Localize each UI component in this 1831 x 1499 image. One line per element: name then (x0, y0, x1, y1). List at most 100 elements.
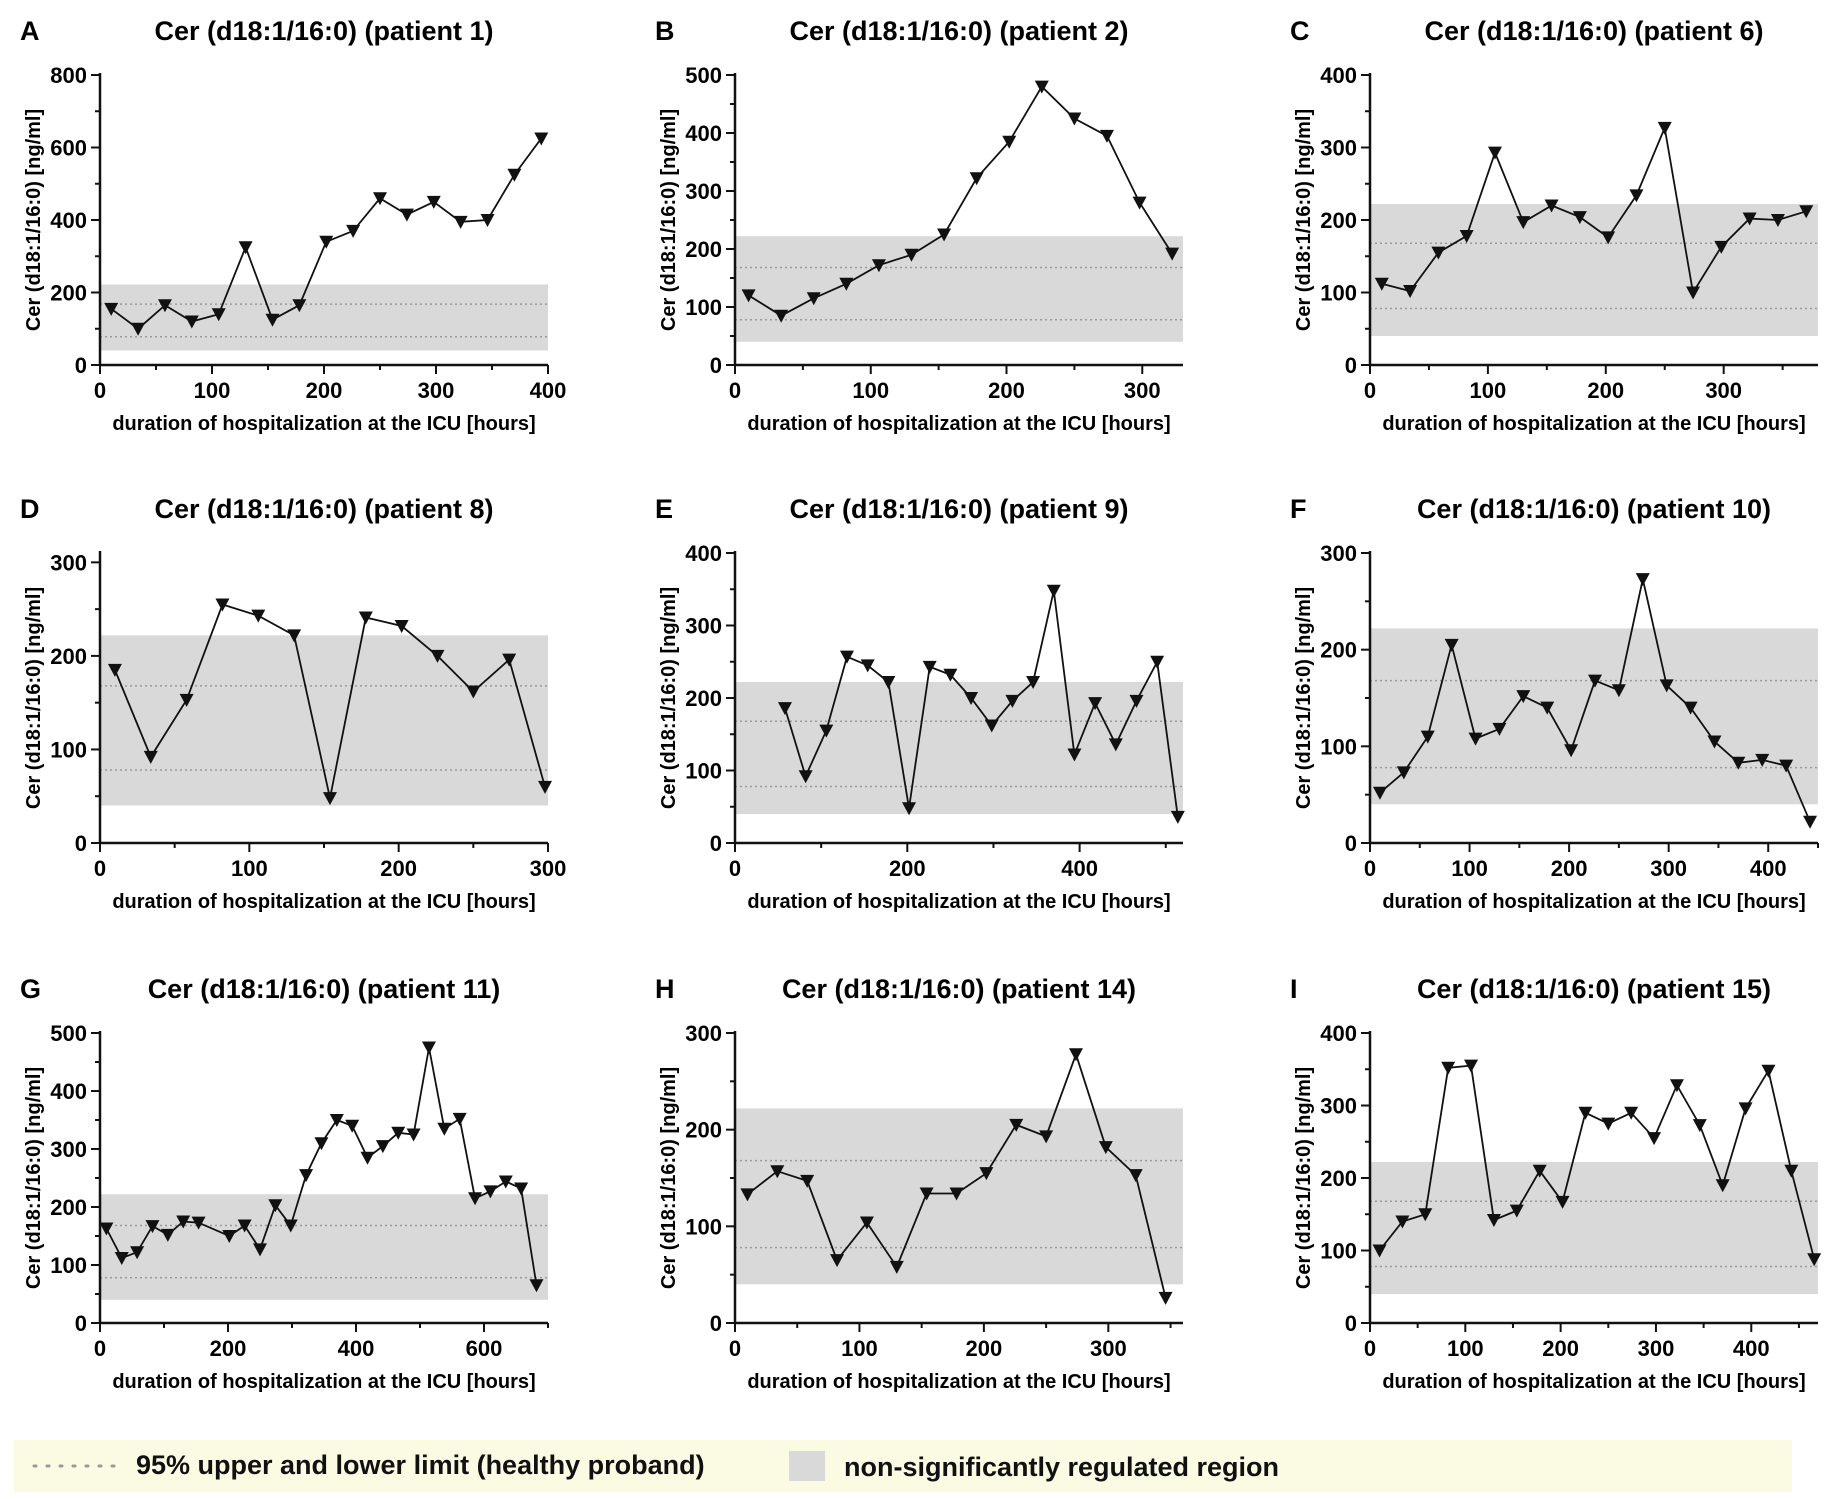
data-point (889, 1260, 904, 1274)
data-point (1420, 730, 1435, 744)
data-point (1165, 247, 1180, 261)
data-point (1629, 189, 1644, 203)
y-axis-label: Cer (d18:1/16:0) [ng/ml] (1293, 109, 1315, 331)
y-tick-label: 0 (1345, 831, 1357, 856)
data-point (283, 1219, 298, 1233)
x-tick-label: 0 (1364, 378, 1376, 403)
data-point (741, 289, 756, 303)
data-point (1486, 1214, 1501, 1228)
x-axis-label: duration of hospitalization at the ICU [… (747, 413, 1170, 435)
y-axis-label: Cer (d18:1/16:0) [ng/ml] (658, 1067, 680, 1289)
data-point (1039, 1130, 1054, 1144)
data-point (1099, 129, 1114, 143)
data-point (1005, 694, 1020, 708)
legend-region-label: non-significantly regulated region (844, 1452, 1280, 1482)
data-point (1669, 1079, 1684, 1093)
data-point (859, 1216, 874, 1230)
data-point (1464, 1059, 1479, 1073)
y-axis-label: Cer (d18:1/16:0) [ng/ml] (658, 109, 680, 331)
y-tick-label: 100 (685, 1214, 722, 1239)
legend-dotted-label: 95% upper and lower limit (healthy proba… (136, 1450, 705, 1480)
chart-panel-B: B Cer (d18:1/16:0) (patient 2) 0 100 200 300 4… (655, 16, 1183, 435)
data-point (902, 802, 917, 816)
non-significant-region (735, 236, 1183, 342)
data-point (1444, 638, 1459, 652)
grey-square-icon (789, 1451, 825, 1481)
chart-panel-C: C Cer (d18:1/16:0) (patient 6) 0 100 200 300 4… (1290, 16, 1818, 435)
y-tick-label: 300 (1320, 541, 1357, 566)
x-tick-label: 300 (1124, 378, 1161, 403)
data-point (1088, 697, 1103, 711)
y-tick-label: 100 (50, 737, 87, 762)
panel-letter: F (1290, 494, 1307, 524)
data-point (360, 1151, 375, 1165)
data-point (107, 663, 122, 677)
panel-letter: E (655, 494, 673, 524)
y-tick-label: 200 (1320, 208, 1357, 233)
data-point (253, 1243, 267, 1257)
data-point (800, 1174, 815, 1188)
data-point (426, 195, 441, 209)
x-tick-label: 400 (1750, 856, 1787, 881)
data-point (937, 228, 952, 242)
data-point (871, 259, 886, 273)
data-point (1108, 738, 1123, 752)
y-tick-label: 300 (50, 550, 87, 575)
non-significant-region (1370, 628, 1818, 805)
y-tick-label: 100 (50, 1253, 87, 1278)
x-tick-label: 100 (1447, 1336, 1484, 1361)
data-point (1635, 573, 1650, 587)
y-tick-label: 200 (1320, 638, 1357, 663)
y-tick-label: 0 (710, 1311, 722, 1336)
data-point (507, 168, 522, 182)
y-tick-label: 300 (50, 1137, 87, 1162)
data-point (394, 619, 409, 633)
data-point (287, 629, 302, 643)
x-tick-label: 200 (988, 378, 1025, 403)
y-tick-label: 800 (50, 63, 87, 88)
data-point (819, 724, 834, 738)
data-point (1799, 205, 1814, 219)
x-tick-label: 0 (94, 1336, 106, 1361)
data-point (1564, 744, 1579, 758)
x-tick-label: 300 (1705, 378, 1742, 403)
data-point (1046, 584, 1061, 598)
data-point (969, 172, 984, 186)
data-point (1516, 216, 1531, 230)
y-tick-label: 0 (75, 353, 87, 378)
data-point (1431, 246, 1446, 260)
y-axis-label: Cer (d18:1/16:0) [ng/ml] (1293, 587, 1315, 809)
x-axis-label: duration of hospitalization at the ICU [… (112, 1371, 535, 1393)
data-point (322, 792, 337, 806)
data-point (514, 1182, 529, 1196)
data-point (1532, 1164, 1547, 1178)
dotted-line-icon (32, 1464, 120, 1468)
x-tick-label: 0 (729, 856, 741, 881)
data-point (1128, 1169, 1143, 1183)
x-tick-label: 100 (1451, 856, 1488, 881)
data-point (1132, 196, 1147, 210)
panel-letter: I (1290, 974, 1298, 1004)
data-point (373, 192, 387, 206)
chart-title: Cer (d18:1/16:0) (patient 15) (1417, 974, 1771, 1004)
chart-title: Cer (d18:1/16:0) (patient 11) (148, 974, 501, 1004)
x-tick-label: 0 (1364, 856, 1376, 881)
chart-panel-D: D Cer (d18:1/16:0) (patient 8) 0 100 200 300 0… (20, 494, 566, 913)
data-point (830, 1254, 845, 1268)
y-tick-label: 100 (1320, 734, 1357, 759)
x-tick-label: 100 (194, 378, 231, 403)
data-point (1692, 1119, 1707, 1133)
x-tick-label: 300 (530, 856, 567, 881)
y-tick-label: 400 (50, 1079, 87, 1104)
data-point (453, 215, 468, 229)
x-tick-label: 200 (1551, 856, 1588, 881)
data-point (237, 1219, 252, 1233)
data-point (1158, 1291, 1173, 1305)
y-tick-label: 400 (50, 208, 87, 233)
x-tick-label: 100 (1470, 378, 1507, 403)
data-point (176, 1215, 191, 1229)
series-line (105, 1047, 538, 1286)
data-point (1807, 1253, 1822, 1267)
data-point (1026, 676, 1041, 690)
data-point (1578, 1106, 1593, 1120)
